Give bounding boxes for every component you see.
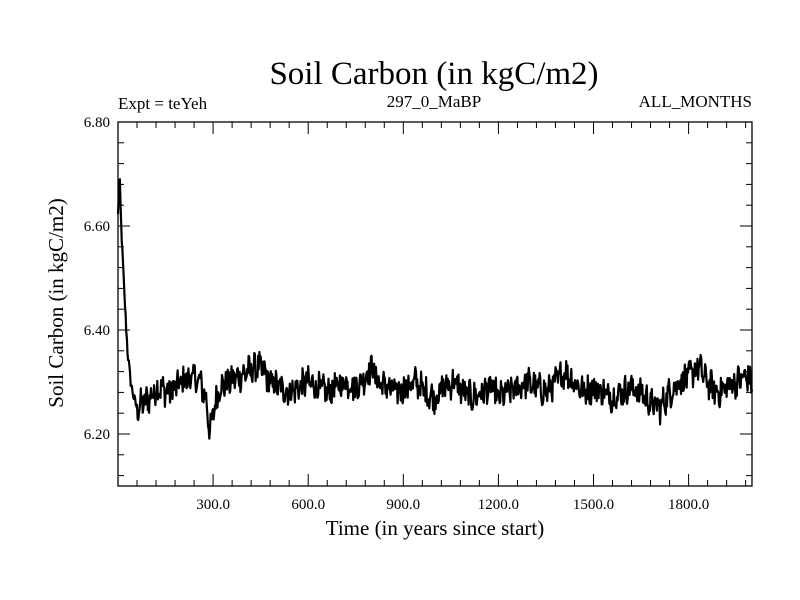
- period-label: 297_0_MaBP: [387, 92, 481, 111]
- x-axis-label: Time (in years since start): [326, 516, 545, 540]
- series-layer: [116, 178, 754, 440]
- axes: [117, 121, 753, 487]
- y-tick-label: 6.80: [84, 115, 110, 131]
- y-axis-label: Soil Carbon (in kgC/m2): [44, 198, 68, 407]
- x-tick-label: 600.0: [291, 497, 325, 513]
- experiment-label: Expt = teYeh: [118, 94, 208, 113]
- series-line: [116, 178, 754, 440]
- y-tick-label: 6.60: [84, 219, 110, 235]
- y-tick-label: 6.20: [84, 427, 110, 443]
- y-tick-label: 6.40: [84, 323, 110, 339]
- chart-title: Soil Carbon (in kgC/m2): [269, 56, 598, 92]
- x-tick-label: 900.0: [386, 497, 420, 513]
- months-label: ALL_MONTHS: [639, 92, 752, 111]
- x-tick-label: 1800.0: [668, 497, 709, 513]
- plot-frame: [117, 121, 753, 487]
- tick-labels: 300.0 600.0 900.0 1200.0 1500.0 1800.0 6.20 6.4…: [84, 115, 709, 513]
- ticks: [118, 121, 752, 486]
- x-tick-label: 300.0: [196, 497, 230, 513]
- x-tick-label: 1200.0: [478, 497, 519, 513]
- x-tick-label: 1500.0: [573, 497, 614, 513]
